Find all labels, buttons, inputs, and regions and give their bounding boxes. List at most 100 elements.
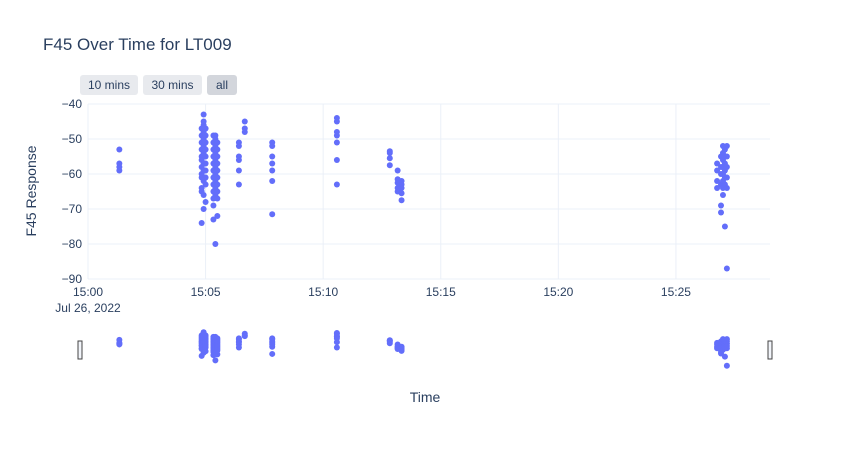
scatter-point [200,192,207,198]
y-axis-title: F45 Response [23,145,39,236]
y-tick-label: −80 [62,237,83,251]
scatter-point [198,220,205,226]
range-slider-points [116,329,730,369]
scatter-point [202,160,209,167]
scatter-point [202,181,209,188]
scatter-point [333,139,340,146]
range-button-10mins-label: 10 mins [88,78,130,92]
range-slider-point [721,353,728,360]
scatter-point [714,167,721,174]
scatter-point [723,174,730,181]
y-tick-label: −70 [62,202,83,216]
x-date-label: Jul 26, 2022 [55,301,121,315]
range-button-all[interactable]: all [207,75,237,95]
scatter-point [214,195,221,202]
scatter-point [210,202,217,209]
scatter-point [214,160,221,167]
scatter-point [235,143,242,149]
scatter-point [202,199,209,205]
scatter-point [269,178,276,184]
scatter-point [386,155,393,162]
scatter-point [714,185,721,191]
scatter-point [235,181,242,188]
range-slider-point [398,347,405,354]
scatter-point [333,118,340,125]
scatter-point [241,118,248,125]
range-slider-point [333,339,340,346]
range-slider-point [214,351,221,358]
scatter-point [202,167,209,174]
scatter-point [398,185,405,191]
scatter-point [200,206,207,212]
range-slider-point [202,348,209,355]
x-tick-label: 15:10 [308,285,338,299]
scatter-point [214,153,221,160]
y-axis-ticks: −40 −50 −60 −70 −80 −90 [62,97,83,286]
scatter-point [333,181,340,188]
scatter-point [210,216,217,223]
range-slider-right-handle[interactable] [767,340,773,360]
range-slider-point [269,350,276,357]
scatter-point [723,185,730,191]
scatter-point [333,157,340,163]
scatter-point [269,167,276,174]
scatter-point [214,188,221,195]
range-button-30mins[interactable]: 30 mins [143,75,202,95]
scatter-point [386,150,393,156]
x-tick-label: 15:00 [73,285,103,299]
scatter-point [721,223,728,230]
scatter-point [718,202,725,209]
range-slider-left-handle[interactable] [77,340,83,360]
scatter-point [333,132,340,139]
range-button-all-label: all [216,78,228,92]
scatter-point [723,143,730,149]
range-button-10mins[interactable]: 10 mins [80,75,138,95]
scatter-point [386,162,393,169]
scatter-point [214,139,221,146]
range-slider-point [116,341,123,348]
scatter-point [269,160,276,167]
scatter-point [214,167,221,174]
scatter-point [269,143,276,149]
scatter-point [398,197,405,204]
scatter-point [200,111,207,118]
scatter-point [714,160,721,167]
y-tick-label: −50 [62,132,83,146]
x-axis-title: Time [410,389,441,405]
y-tick-label: −90 [62,272,83,286]
scatter-point [718,209,725,216]
range-slider-point [333,344,340,351]
scatter-point [241,129,248,135]
scatter-points [116,111,730,272]
chart-title: F45 Over Time for LT009 [43,35,232,54]
range-slider[interactable] [77,329,773,369]
scatter-point [214,213,221,219]
x-tick-label: 15:20 [543,285,573,299]
scatter-point [202,139,209,146]
x-tick-label: 15:05 [191,285,221,299]
scatter-point [269,153,276,160]
scatter-point [269,211,276,218]
range-slider-point [212,357,219,364]
range-button-30mins-label: 30 mins [151,78,193,92]
scatter-point [235,167,242,174]
scatter-point [714,178,721,184]
scatter-point [398,190,405,197]
scatter-point [202,125,209,132]
scatter-point [723,153,730,160]
scatter-point [202,132,209,139]
scatter-point [212,241,219,247]
scatter-point [723,265,730,272]
scatter-point [394,167,401,174]
range-slider-point [723,362,730,369]
scatter-point [214,181,221,188]
scatter-point [214,146,221,153]
scatter-point [202,153,209,160]
range-slider-point [723,345,730,352]
scatter-point [723,164,730,170]
scatter-point [116,167,123,174]
range-slider-point [235,344,242,351]
scatter-point [235,157,242,163]
range-slider-point [269,343,276,350]
scatter-point [202,174,209,181]
